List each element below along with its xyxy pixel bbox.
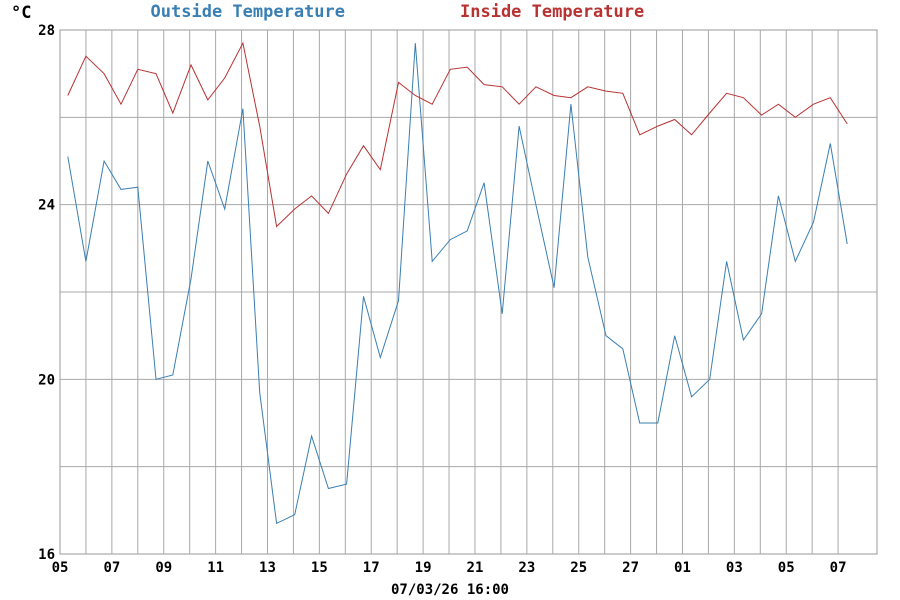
x-tick-label: 07 <box>830 560 847 576</box>
x-axis-label: 07/03/26 16:00 <box>391 582 509 598</box>
x-tick-label: 07 <box>103 560 120 576</box>
legend-inside-temperature: Inside Temperature <box>460 2 644 22</box>
series-line-inside-temperature <box>67 41 848 228</box>
x-axis-ticks: 05 07 09 11 13 15 17 19 21 23 25 27 01 03 05 07 <box>52 560 847 576</box>
y-tick-label: 24 <box>38 198 55 214</box>
x-tick-label: 03 <box>726 560 743 576</box>
x-tick-label: 19 <box>415 560 432 576</box>
x-tick-label: 09 <box>155 560 172 576</box>
gridlines <box>60 30 877 554</box>
x-tick-label: 25 <box>570 560 587 576</box>
legend-outside-temperature: Outside Temperature <box>151 2 345 22</box>
x-tick-label: 05 <box>778 560 795 576</box>
x-tick-label: 23 <box>518 560 535 576</box>
y-tick-label: 28 <box>38 23 55 39</box>
y-tick-label: 20 <box>38 372 55 388</box>
x-tick-label: 21 <box>467 560 484 576</box>
x-tick-label: 05 <box>52 560 69 576</box>
x-tick-label: 01 <box>674 560 691 576</box>
series-line-outside-temperature <box>67 43 848 525</box>
x-tick-label: 17 <box>363 560 380 576</box>
chart-title: Outside Temperature Inside Temperature <box>151 2 645 22</box>
x-tick-label: 13 <box>259 560 276 576</box>
x-tick-label: 11 <box>207 560 224 576</box>
y-axis-ticks: 16 20 24 28 <box>38 23 55 563</box>
y-axis-unit-label: °C <box>11 3 31 23</box>
x-tick-label: 15 <box>311 560 328 576</box>
y-tick-label: 16 <box>38 547 55 563</box>
series-lines <box>67 41 848 525</box>
x-tick-label: 27 <box>622 560 639 576</box>
